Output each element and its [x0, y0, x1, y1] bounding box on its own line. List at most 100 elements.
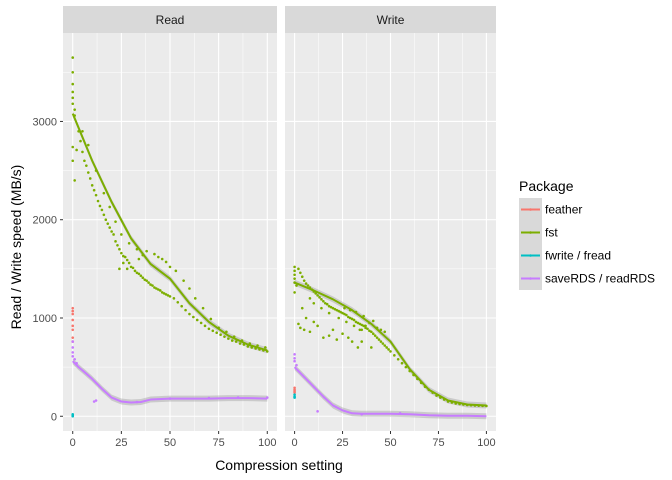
legend-label-feather: feather: [545, 203, 582, 217]
point-fst: [155, 287, 158, 290]
point-fst: [306, 284, 310, 287]
point-fst: [358, 322, 362, 326]
point-fst: [108, 226, 111, 229]
point-fst: [427, 388, 431, 392]
point-fst: [73, 114, 76, 117]
point-fst: [160, 257, 164, 261]
point-fst: [176, 300, 180, 304]
point-fst: [312, 301, 316, 305]
point-fst: [137, 257, 141, 261]
point-fst: [258, 348, 261, 351]
point-fst: [71, 159, 75, 163]
point-fst: [333, 307, 337, 311]
point-fst: [106, 222, 110, 225]
point-fst: [157, 255, 160, 259]
point-saverds-readrds: [71, 340, 75, 343]
legend-title: Package: [519, 178, 574, 194]
point-fst: [327, 304, 331, 308]
point-saverds-readrds: [73, 357, 76, 361]
point-fst: [341, 332, 344, 336]
y-tick-label: 1000: [33, 313, 57, 325]
point-fst: [96, 199, 100, 203]
point-fst: [339, 310, 342, 314]
point-fst: [153, 252, 156, 256]
point-fst: [168, 265, 172, 269]
point-fst: [389, 350, 392, 353]
point-fst: [100, 208, 104, 212]
point-fst: [347, 315, 350, 319]
point-fst: [439, 396, 442, 399]
legend-point-fwrite-fread: [529, 254, 532, 257]
point-fst: [135, 247, 139, 251]
point-feather: [71, 336, 75, 339]
x-tick-label: 50: [384, 437, 396, 449]
point-fst: [481, 404, 484, 408]
point-fst: [88, 177, 92, 180]
point-fst: [362, 324, 365, 328]
point-fst: [293, 281, 296, 284]
point-feather: [71, 324, 75, 328]
point-fst: [335, 308, 339, 312]
point-saverds-readrds: [265, 396, 269, 399]
point-fst: [318, 296, 321, 299]
point-fst: [262, 349, 265, 352]
point-fst: [366, 327, 369, 331]
point-saverds-readrds: [293, 353, 296, 356]
point-feather: [71, 309, 75, 313]
point-fst: [71, 145, 75, 149]
point-fst: [423, 385, 427, 389]
point-fst: [364, 324, 367, 328]
point-fst: [116, 243, 119, 247]
point-fst: [304, 316, 308, 320]
point-fwrite-fread: [71, 414, 75, 418]
point-fst: [368, 321, 371, 325]
confidence-band-saverds-readrds: [72, 358, 268, 406]
point-fst: [145, 249, 148, 253]
point-fst: [164, 260, 168, 264]
point-fst: [368, 329, 371, 333]
point-fst: [350, 317, 354, 321]
point-fst: [125, 258, 129, 262]
point-fst: [329, 305, 333, 309]
point-fst: [139, 274, 143, 278]
point-fst: [370, 346, 373, 349]
point-fst: [370, 330, 373, 334]
point-fst: [383, 344, 387, 347]
point-fst: [348, 308, 352, 312]
x-axis-title: Compression setting: [215, 457, 343, 473]
legend-point-saverds-readrds: [529, 277, 532, 280]
point-fst: [81, 129, 84, 133]
point-fst: [238, 342, 242, 345]
point-fst: [110, 230, 113, 233]
point-fst: [396, 357, 400, 361]
point-fst: [168, 295, 172, 298]
point-fst: [127, 261, 131, 265]
point-fst: [325, 302, 329, 306]
strip-write: [285, 6, 496, 33]
point-fst: [293, 269, 296, 273]
point-fst: [308, 330, 312, 334]
point-fst: [400, 361, 404, 365]
point-fst: [114, 220, 117, 223]
point-fst: [94, 169, 98, 172]
point-fst: [223, 335, 226, 338]
point-fst: [377, 338, 381, 341]
point-fst: [404, 365, 408, 369]
point-saverds-readrds: [236, 396, 240, 399]
point-fst: [71, 56, 75, 59]
point-fst: [149, 283, 152, 286]
point-fst: [131, 266, 135, 270]
point-fst: [85, 164, 88, 167]
x-axis: 0 25 50 75 100 0 25 50 75 100: [70, 431, 496, 449]
point-fst: [71, 96, 75, 100]
point-fst: [118, 247, 121, 251]
point-saverds-readrds: [207, 396, 211, 400]
point-fst: [300, 306, 304, 310]
point-saverds-readrds: [168, 397, 172, 400]
strip-write-label: Write: [377, 13, 405, 27]
point-fst: [153, 286, 156, 289]
point-fst: [94, 193, 98, 197]
point-fst: [312, 320, 316, 324]
point-fst: [465, 403, 469, 407]
trend-line-fst: [71, 113, 268, 352]
